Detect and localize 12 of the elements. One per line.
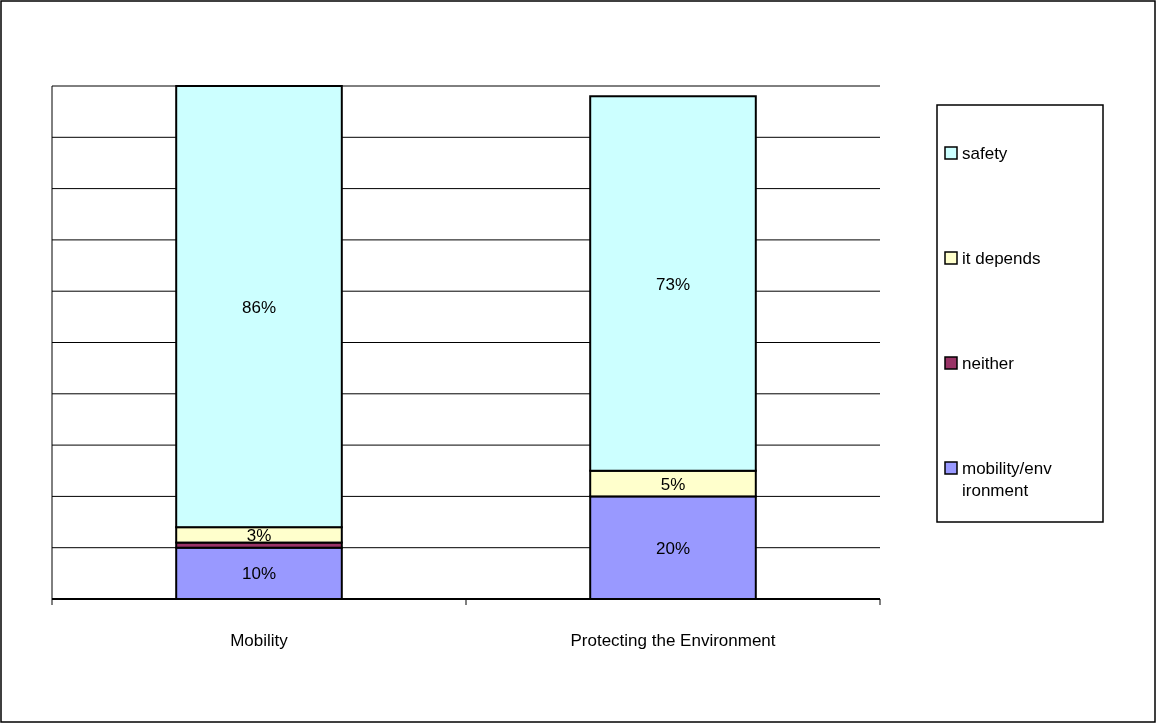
data-label: 3% <box>246 525 272 545</box>
data-label: 86% <box>241 297 277 317</box>
x-tick-label: Protecting the Environment <box>570 631 776 650</box>
data-label: 73% <box>655 274 691 294</box>
legend-label: it depends <box>962 249 1041 268</box>
data-label: 5% <box>660 474 686 494</box>
data-label: 20% <box>655 538 691 558</box>
legend-label: safety <box>962 144 1008 163</box>
legend-label: neither <box>962 354 1015 373</box>
data-label: 10% <box>241 564 277 584</box>
x-tick-label: Mobility <box>230 631 289 650</box>
legend-label: mobility/environment <box>962 459 1053 500</box>
